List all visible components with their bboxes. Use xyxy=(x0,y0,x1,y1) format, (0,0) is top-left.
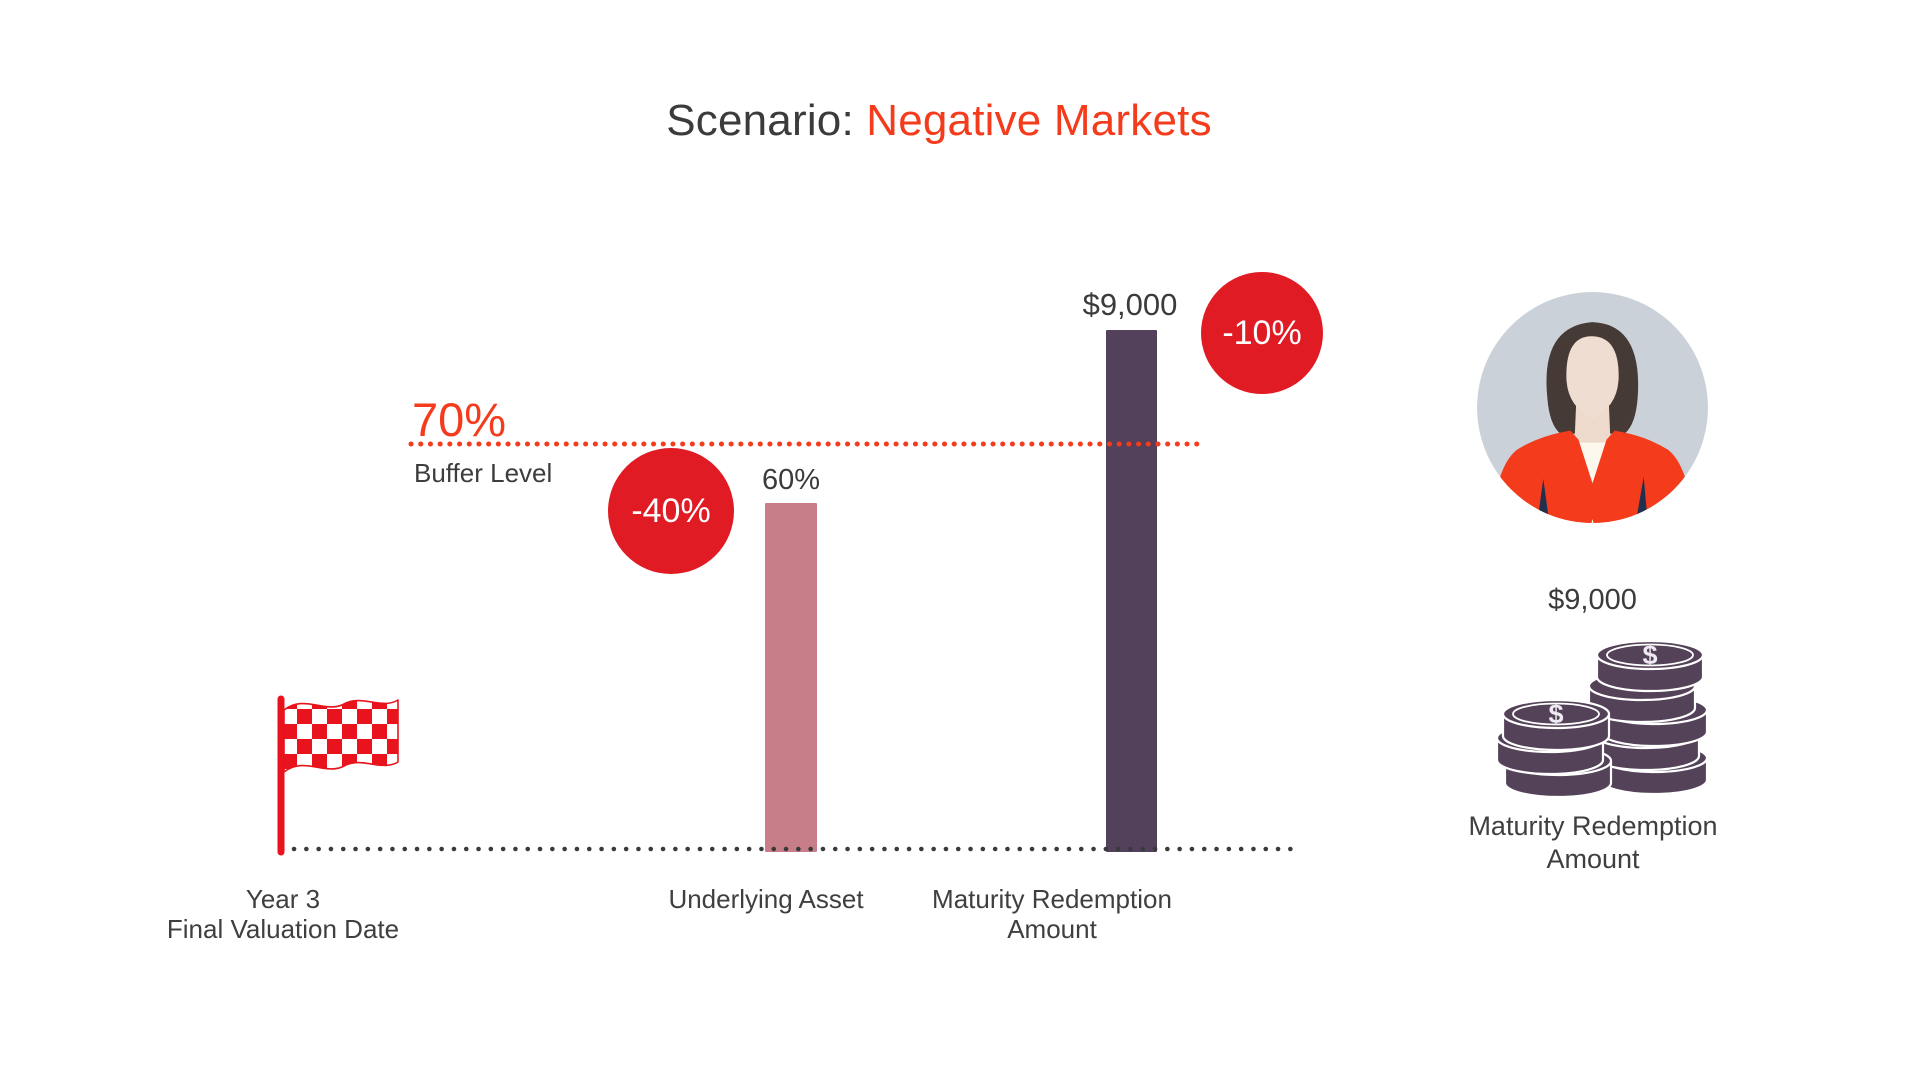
x-label-year3-line1: Year 3 xyxy=(245,884,321,914)
bar-maturity-redemption xyxy=(1106,330,1157,852)
x-label-year3-line2: Final Valuation Date xyxy=(166,914,400,944)
x-label-year3: Year 3 Final Valuation Date xyxy=(123,884,443,944)
change-value-redemption: -10% xyxy=(1222,313,1302,352)
change-value-underlying: -40% xyxy=(631,491,711,530)
bar-value-underlying: 60% xyxy=(761,464,821,496)
x-label-maturity-redemption: Maturity Redemption Amount xyxy=(892,884,1212,944)
page-title: Scenario: Negative Markets xyxy=(339,96,1539,146)
payout-caption-line1: Maturity Redemption xyxy=(1468,811,1718,841)
buffer-level-dotted-line xyxy=(408,441,1204,447)
payout-caption: Maturity Redemption Amount xyxy=(1445,810,1741,876)
coin-stack-icon: $ $ xyxy=(1495,639,1709,799)
title-prefix: Scenario: xyxy=(666,96,854,145)
x-label-underlying-asset: Underlying Asset xyxy=(668,884,864,914)
payout-amount: $9,000 xyxy=(1548,584,1637,616)
x-label-redemption-line2: Amount xyxy=(1007,914,1097,944)
x-label-redemption-line1: Maturity Redemption xyxy=(932,884,1172,914)
investor-avatar-icon xyxy=(1477,292,1708,523)
bar-value-redemption: $9,000 xyxy=(1082,287,1178,322)
change-bubble-underlying: -40% xyxy=(608,448,734,574)
buffer-level-label: Buffer Level xyxy=(414,458,553,488)
buffer-level-value: 70% xyxy=(412,393,507,446)
svg-text:$: $ xyxy=(1548,699,1563,729)
bar-underlying-asset xyxy=(765,503,817,852)
change-bubble-redemption: -10% xyxy=(1201,272,1323,394)
title-highlight: Negative Markets xyxy=(866,96,1212,145)
payout-caption-line2: Amount xyxy=(1546,844,1640,874)
checkered-flag-icon xyxy=(277,695,399,856)
dotted-baseline xyxy=(291,846,1303,852)
svg-text:$: $ xyxy=(1642,640,1657,670)
